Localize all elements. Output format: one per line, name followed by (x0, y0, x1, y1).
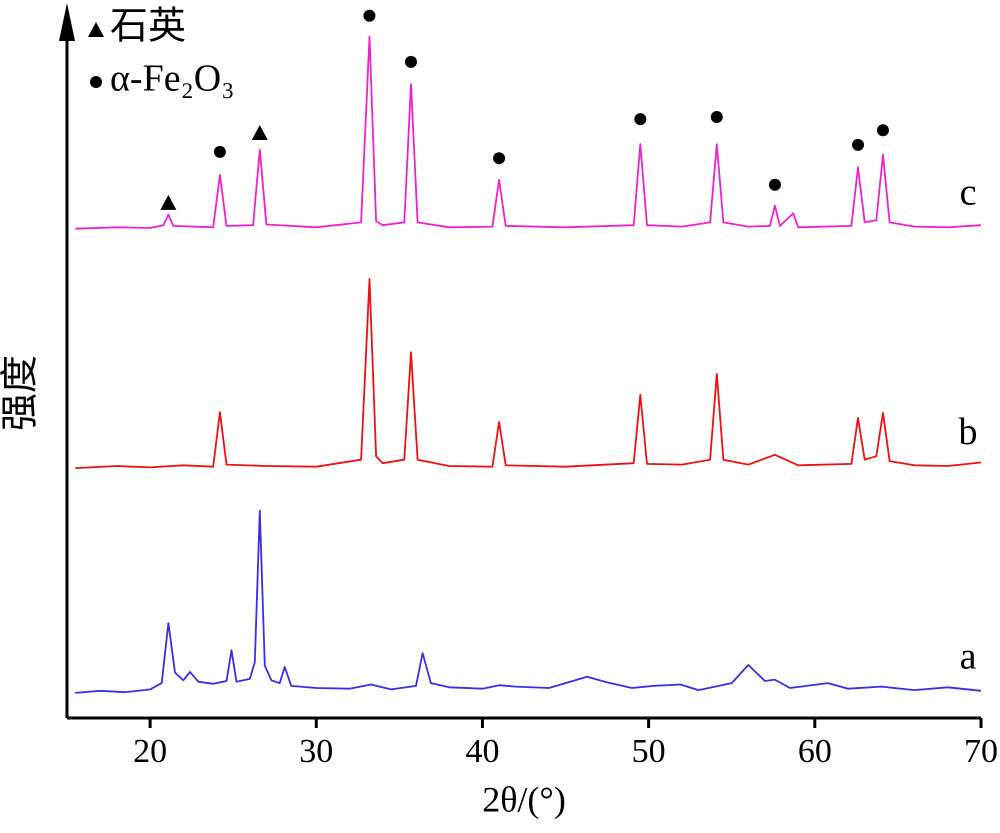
x-tick-label: 60 (798, 733, 832, 770)
marker-circle (634, 113, 647, 126)
x-axis-label: 2θ/(°) (482, 779, 566, 819)
legend-label: 石英 (110, 6, 186, 48)
x-tick-label: 30 (299, 733, 333, 770)
marker-circle (404, 55, 417, 68)
marker-circle (852, 138, 865, 151)
marker-circle (710, 111, 723, 124)
legend-symbol (88, 22, 104, 37)
x-tick-label: 50 (632, 733, 666, 770)
marker-circle (493, 152, 506, 165)
legend-symbol (90, 76, 102, 88)
series-label: a (960, 636, 977, 678)
series-line (75, 35, 982, 230)
legend-label: α-Fe₂O₃ (110, 58, 235, 100)
x-tick-label: 70 (964, 733, 998, 770)
x-tick-label: 20 (133, 733, 167, 770)
x-tick-label: 40 (465, 733, 499, 770)
y-axis-label: 强度 (0, 355, 42, 431)
marker-circle (876, 124, 889, 137)
series-label: b (959, 411, 978, 453)
marker-circle (768, 178, 781, 191)
marker-triangle (160, 194, 177, 210)
series-line (75, 278, 982, 469)
marker-circle (213, 145, 226, 158)
marker-circle (363, 9, 376, 22)
marker-triangle (251, 125, 268, 141)
y-axis-arrow (59, 3, 75, 41)
series-line (75, 509, 982, 694)
series-label: c (960, 171, 977, 213)
